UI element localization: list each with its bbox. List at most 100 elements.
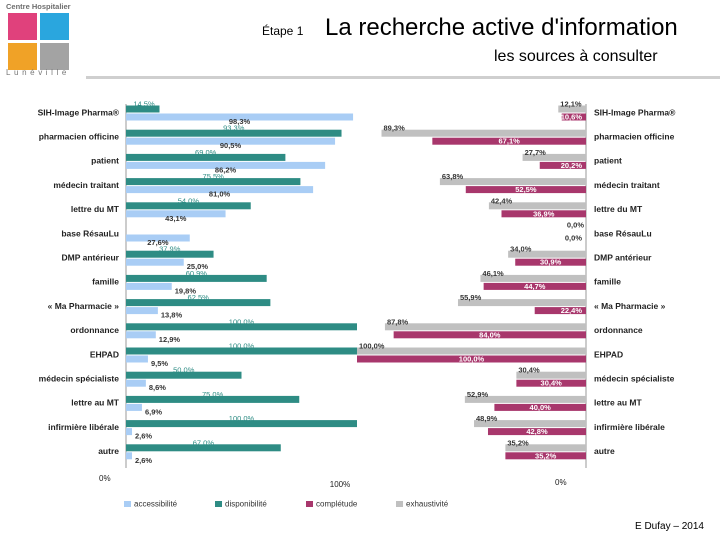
label-completude-infirmiere-liberale: 42,8% bbox=[526, 427, 548, 436]
legend-swatch-exhaustivite bbox=[396, 501, 403, 507]
bar-exhaustivite-dmp-anterieur bbox=[508, 250, 586, 258]
label-disponibilite-ordonnance: 100,0% bbox=[229, 317, 255, 326]
label-accessibilite-lettre-du-mt: 43,1% bbox=[165, 214, 187, 223]
legend-swatch-accessibilite bbox=[124, 501, 131, 507]
logo-title: Centre Hospitalier bbox=[6, 2, 71, 11]
category-label-left-medecin-specialiste: médecin spécialiste bbox=[39, 373, 120, 383]
bar-accessibilite-dmp-anterieur bbox=[126, 258, 184, 266]
label-accessibilite-lettre-au-mt: 6,9% bbox=[145, 407, 162, 416]
left-axis-min-label: 0% bbox=[99, 474, 111, 483]
label-completude-patient: 20,2% bbox=[561, 161, 583, 170]
label-disponibilite-ehpad: 100,0% bbox=[229, 341, 255, 350]
category-label-right-famille: famille bbox=[594, 277, 621, 287]
bar-accessibilite-pharmacien-officine bbox=[126, 137, 336, 145]
label-completude-dmp-anterieur: 30,9% bbox=[540, 258, 562, 267]
bar-completude-dmp-anterieur bbox=[515, 258, 586, 266]
label-disponibilite-famille: 60,9% bbox=[186, 269, 208, 278]
bar-disponibilite-medecin-specialiste bbox=[126, 371, 242, 379]
legend-swatch-disponibilite bbox=[215, 501, 222, 507]
label-completude-sih-image-pharma: 10,6% bbox=[561, 112, 583, 121]
label-completude-medecin-traitant: 52,5% bbox=[515, 185, 537, 194]
bar-accessibilite-infirmiere-liberale bbox=[126, 428, 133, 436]
category-label-right-autre: autre bbox=[594, 446, 615, 456]
label-disponibilite-medecin-specialiste: 50,0% bbox=[173, 366, 195, 375]
bar-accessibilite-sih-image-pharma bbox=[126, 113, 354, 121]
bar-disponibilite-dmp-anterieur bbox=[126, 250, 214, 258]
logo-town: Lunéville bbox=[6, 68, 70, 77]
label-exhaustivite-patient: 27,7% bbox=[525, 148, 547, 157]
bar-disponibilite-lettre-au-mt bbox=[126, 395, 300, 403]
bar-exhaustivite-medecin-specialiste bbox=[516, 371, 586, 379]
page-subtitle: les sources à consulter bbox=[494, 48, 658, 65]
label-completude-base-resaulu: 0,0% bbox=[565, 233, 582, 242]
label-exhaustivite-lettre-du-mt: 42,4% bbox=[491, 196, 513, 205]
label-exhaustivite-infirmiere-liberale: 48,9% bbox=[476, 414, 498, 423]
category-label-left-infirmiere-liberale: infirmière libérale bbox=[48, 422, 119, 432]
label-completude-lettre-du-mt: 36,9% bbox=[533, 209, 555, 218]
bar-disponibilite-patient bbox=[126, 153, 286, 161]
label-accessibilite-medecin-specialiste: 8,6% bbox=[149, 383, 166, 392]
label-disponibilite-infirmiere-liberale: 100,0% bbox=[229, 414, 255, 423]
bar-accessibilite-famille bbox=[126, 282, 172, 290]
label-disponibilite-pharmacien-officine: 93,3% bbox=[223, 124, 245, 133]
label-accessibilite-famille: 19,8% bbox=[175, 286, 197, 295]
bar-completude-lettre-au-mt bbox=[494, 403, 586, 411]
label-exhaustivite-lettre-au-mt: 52,9% bbox=[467, 390, 489, 399]
category-label-left-ma-pharmacie: « Ma Pharmacie » bbox=[48, 301, 120, 311]
bar-exhaustivite-patient bbox=[522, 153, 586, 161]
label-exhaustivite-sih-image-pharma: 12,1% bbox=[560, 99, 582, 108]
logo-square-pink bbox=[8, 13, 37, 40]
bar-completude-autre bbox=[505, 452, 586, 460]
category-label-right-medecin-traitant: médecin traitant bbox=[594, 180, 660, 190]
bar-accessibilite-ordonnance bbox=[126, 331, 156, 339]
bar-disponibilite-pharmacien-officine bbox=[126, 129, 342, 137]
label-exhaustivite-pharmacien-officine: 89,3% bbox=[384, 124, 406, 133]
category-label-right-infirmiere-liberale: infirmière libérale bbox=[594, 422, 665, 432]
bar-disponibilite-ma-pharmacie bbox=[126, 299, 271, 307]
legend-label-exhaustivite: exhaustivité bbox=[406, 500, 449, 509]
label-completude-famille: 44,7% bbox=[524, 282, 546, 291]
category-label-left-sih-image-pharma: SIH-Image Pharma® bbox=[38, 107, 120, 117]
category-label-left-lettre-au-mt: lettre au MT bbox=[71, 398, 120, 408]
bar-exhaustivite-ordonnance bbox=[384, 323, 586, 331]
label-accessibilite-medecin-traitant: 81,0% bbox=[209, 190, 231, 199]
label-completude-pharmacien-officine: 67,1% bbox=[499, 137, 521, 146]
label-exhaustivite-ma-pharmacie: 55,9% bbox=[460, 293, 482, 302]
legend-label-accessibilite: accessibilité bbox=[134, 500, 178, 509]
logo-square-gray bbox=[40, 43, 69, 70]
right-axis-min-label: 0% bbox=[555, 478, 567, 487]
bar-exhaustivite-famille bbox=[480, 274, 586, 282]
bar-completude-ma-pharmacie bbox=[534, 307, 586, 315]
label-completude-ma-pharmacie: 22,4% bbox=[561, 306, 583, 315]
label-disponibilite-sih-image-pharma: 14,5% bbox=[133, 99, 155, 108]
category-label-right-dmp-anterieur: DMP antérieur bbox=[594, 252, 652, 262]
bar-exhaustivite-medecin-traitant bbox=[439, 178, 586, 186]
legend-swatch-completude bbox=[306, 501, 313, 507]
bar-disponibilite-ehpad bbox=[126, 347, 357, 355]
bar-disponibilite-infirmiere-liberale bbox=[126, 420, 357, 428]
label-accessibilite-patient: 86,2% bbox=[215, 165, 237, 174]
label-accessibilite-sih-image-pharma: 98,3% bbox=[229, 117, 251, 126]
bar-exhaustivite-lettre-au-mt bbox=[464, 395, 586, 403]
label-exhaustivite-medecin-traitant: 63,8% bbox=[442, 172, 464, 181]
label-disponibilite-autre: 67,0% bbox=[193, 438, 215, 447]
bar-completude-ehpad bbox=[357, 355, 586, 363]
label-exhaustivite-medecin-specialiste: 30,4% bbox=[518, 366, 540, 375]
category-label-left-famille: famille bbox=[92, 277, 119, 287]
category-label-left-ordonnance: ordonnance bbox=[70, 325, 119, 335]
category-label-right-patient: patient bbox=[594, 156, 622, 166]
bar-completude-medecin-traitant bbox=[465, 186, 586, 194]
label-disponibilite-medecin-traitant: 75,5% bbox=[203, 172, 225, 181]
bar-completude-pharmacien-officine bbox=[432, 137, 586, 145]
label-accessibilite-pharmacien-officine: 90,5% bbox=[220, 141, 242, 150]
chart-svg: SIH-Image Pharma® SIH-Image Pharma® 14,5% 9… bbox=[38, 99, 676, 509]
label-accessibilite-infirmiere-liberale: 2,6% bbox=[135, 432, 152, 441]
bar-completude-infirmiere-liberale bbox=[487, 428, 586, 436]
label-exhaustivite-ehpad: 100,0% bbox=[359, 341, 385, 350]
left-axis-max-label: 100% bbox=[330, 480, 350, 489]
chart: SIH-Image Pharma® SIH-Image Pharma® 14,5% 9… bbox=[0, 96, 720, 516]
label-disponibilite-ma-pharmacie: 62,5% bbox=[188, 293, 210, 302]
hospital-logo: Centre Hospitalier Lunéville bbox=[4, 2, 74, 82]
legend-label-disponibilite: disponibilité bbox=[225, 500, 267, 509]
label-exhaustivite-dmp-anterieur: 34,0% bbox=[510, 245, 532, 254]
